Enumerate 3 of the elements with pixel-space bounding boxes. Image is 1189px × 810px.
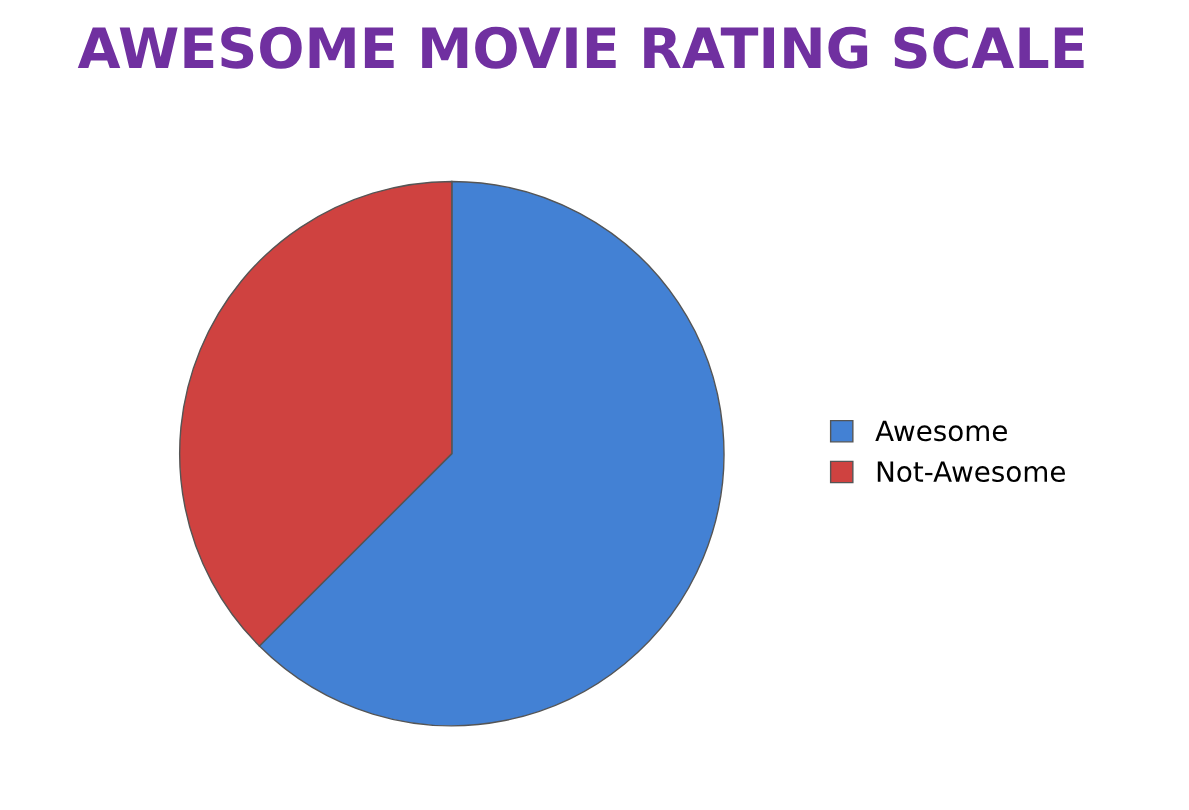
legend-label: Not-Awesome — [877, 461, 1065, 483]
chart-title: AWESOME MOVIE RATING SCALE — [77, 26, 1084, 69]
legend-label: Awesome — [875, 420, 1007, 442]
